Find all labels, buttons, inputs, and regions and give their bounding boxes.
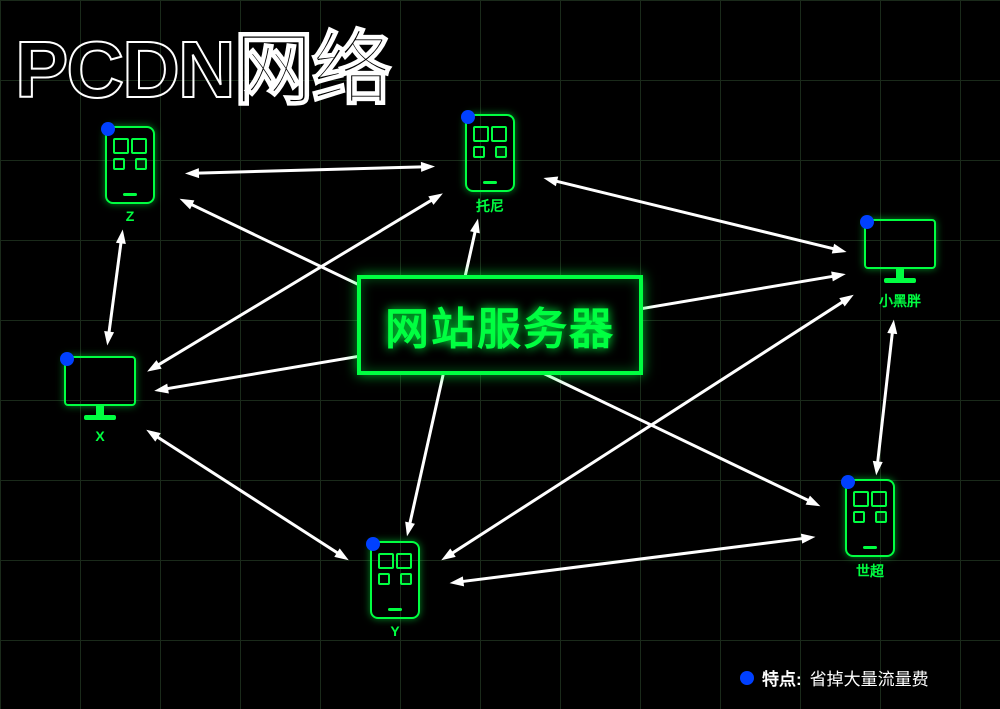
dot-icon — [740, 671, 754, 685]
node-label: Y — [370, 623, 420, 639]
node-xhp: 小黑胖 — [864, 219, 936, 311]
dot-icon — [101, 122, 115, 136]
phone-icon — [370, 541, 420, 619]
monitor-icon — [864, 219, 936, 269]
node-sc: 世超 — [845, 479, 895, 581]
caption-label: 特点: — [762, 665, 802, 690]
caption-text: 省掉大量流量费 — [810, 665, 929, 690]
phone-icon — [105, 126, 155, 204]
dot-icon — [841, 475, 855, 489]
node-label: X — [64, 428, 136, 444]
node-z: Z — [105, 126, 155, 224]
node-label: 托尼 — [465, 196, 515, 216]
page-title: PCDN网络 — [15, 5, 390, 121]
dot-icon — [366, 537, 380, 551]
phone-icon — [845, 479, 895, 557]
caption: 特点: 省掉大量流量费 — [740, 665, 929, 690]
dot-icon — [461, 110, 475, 124]
node-tony: 托尼 — [465, 114, 515, 216]
node-y: Y — [370, 541, 420, 639]
node-x: X — [64, 356, 136, 444]
node-label: Z — [105, 208, 155, 224]
center-server-box: 网站服务器 — [357, 275, 643, 375]
monitor-icon — [64, 356, 136, 406]
dot-icon — [860, 215, 874, 229]
node-label: 世超 — [845, 561, 895, 581]
phone-icon — [465, 114, 515, 192]
dot-icon — [60, 352, 74, 366]
node-label: 小黑胖 — [864, 291, 936, 311]
